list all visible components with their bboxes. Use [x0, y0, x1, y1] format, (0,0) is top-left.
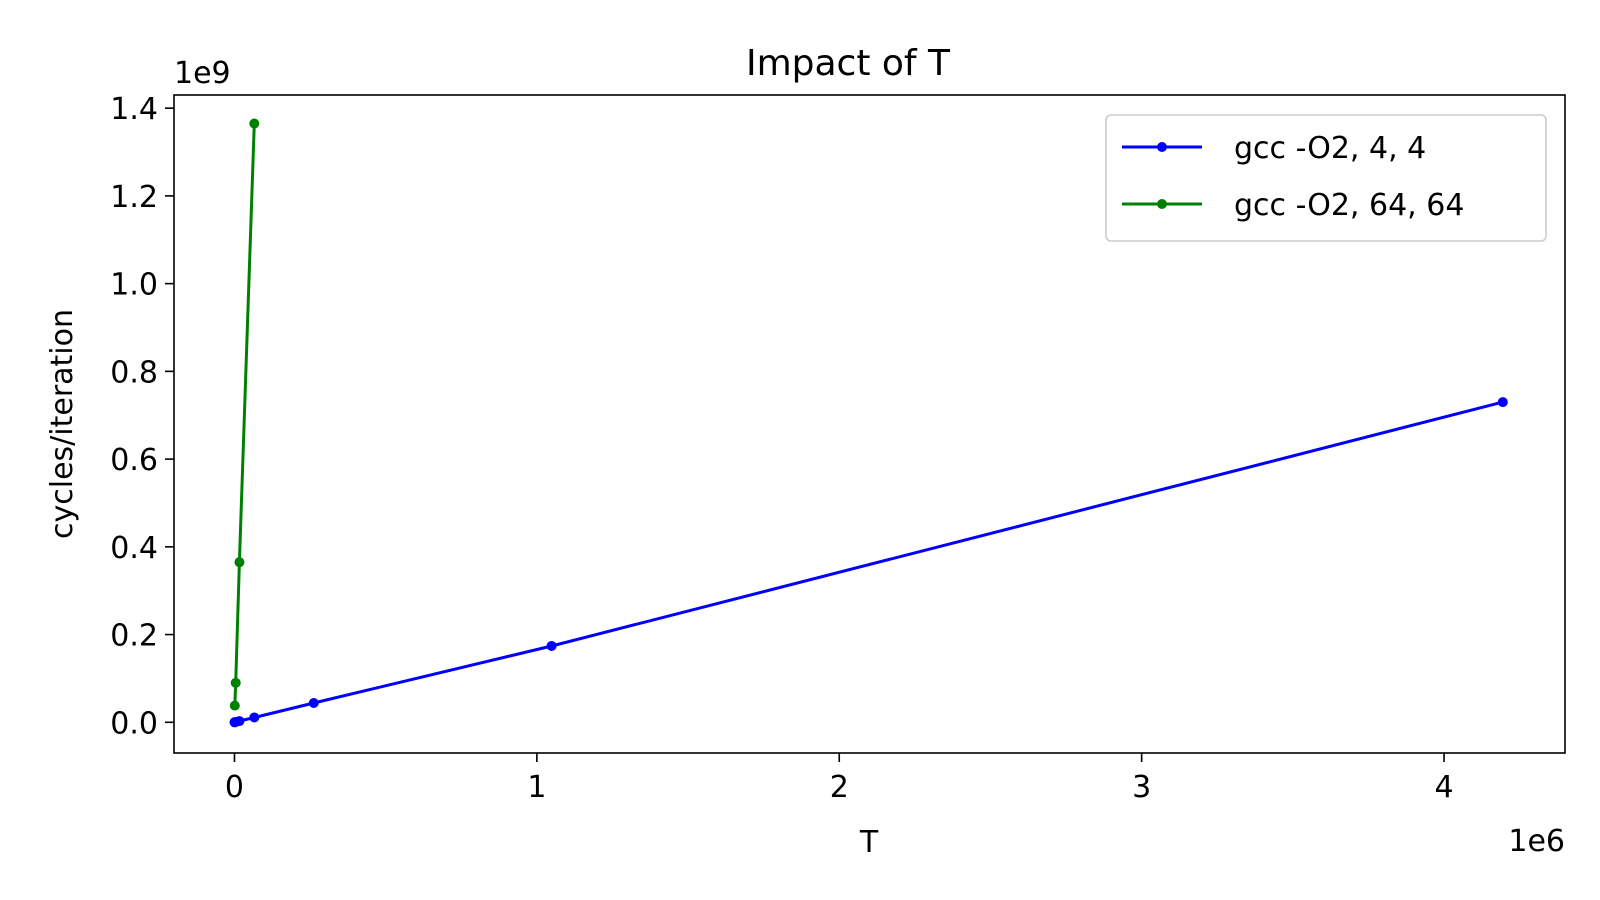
series-1: [229, 397, 1508, 728]
legend-entry: gcc -O2, 4, 4: [1122, 131, 1426, 166]
y-axis-label: cycles/iteration: [45, 309, 80, 539]
legend-box: [1105, 114, 1547, 242]
legend-marker: [1157, 142, 1167, 152]
x-tick-label: 3: [1132, 770, 1151, 805]
data-point: [234, 557, 245, 568]
data-point: [234, 716, 245, 727]
data-point: [546, 640, 557, 651]
series-line: [233, 400, 1504, 724]
legend-label: gcc -O2, 64, 64: [1234, 188, 1464, 223]
y-tick-label: 0.6: [110, 443, 158, 478]
x-axis-label: T: [859, 825, 879, 860]
x-tick-label: 2: [830, 770, 849, 805]
y-tick-label: 0.4: [110, 531, 158, 566]
data-point: [1497, 397, 1508, 408]
y-tick-label: 1.2: [110, 180, 158, 215]
y-tick-label: 0.0: [110, 706, 158, 741]
x-tick-label: 1: [527, 770, 546, 805]
legend-entries: gcc -O2, 4, 4 gcc -O2, 64, 64: [1122, 131, 1464, 223]
data-point: [249, 118, 260, 129]
data-point: [229, 700, 240, 711]
y-axis-ticks: 0.0 0.2 0.4 0.6 0.8 1.0 1.2 1.4: [110, 92, 174, 741]
x-axis-ticks: 0 1 2 3 4: [225, 753, 1454, 805]
legend-label: gcc -O2, 4, 4: [1234, 131, 1426, 166]
y-tick-label: 0.8: [110, 355, 158, 390]
data-point: [249, 712, 260, 723]
y-offset-label: 1e9: [174, 56, 231, 91]
series-line: [233, 123, 256, 706]
y-tick-label: 1.0: [110, 268, 158, 303]
data-point: [308, 697, 319, 708]
legend: gcc -O2, 4, 4 gcc -O2, 64, 64: [1105, 114, 1547, 242]
y-tick-label: 0.2: [110, 619, 158, 654]
legend-entry: gcc -O2, 64, 64: [1122, 188, 1464, 223]
y-tick-label: 1.4: [110, 92, 158, 127]
legend-marker: [1157, 199, 1167, 209]
series-2: [229, 118, 260, 711]
chart-title: Impact of T: [746, 43, 951, 84]
series-layer: [229, 118, 1508, 728]
x-tick-label: 0: [225, 770, 244, 805]
plot-area-frame: [173, 94, 1566, 754]
x-tick-label: 4: [1434, 770, 1453, 805]
x-offset-label: 1e6: [1508, 824, 1565, 859]
data-point: [230, 677, 241, 688]
